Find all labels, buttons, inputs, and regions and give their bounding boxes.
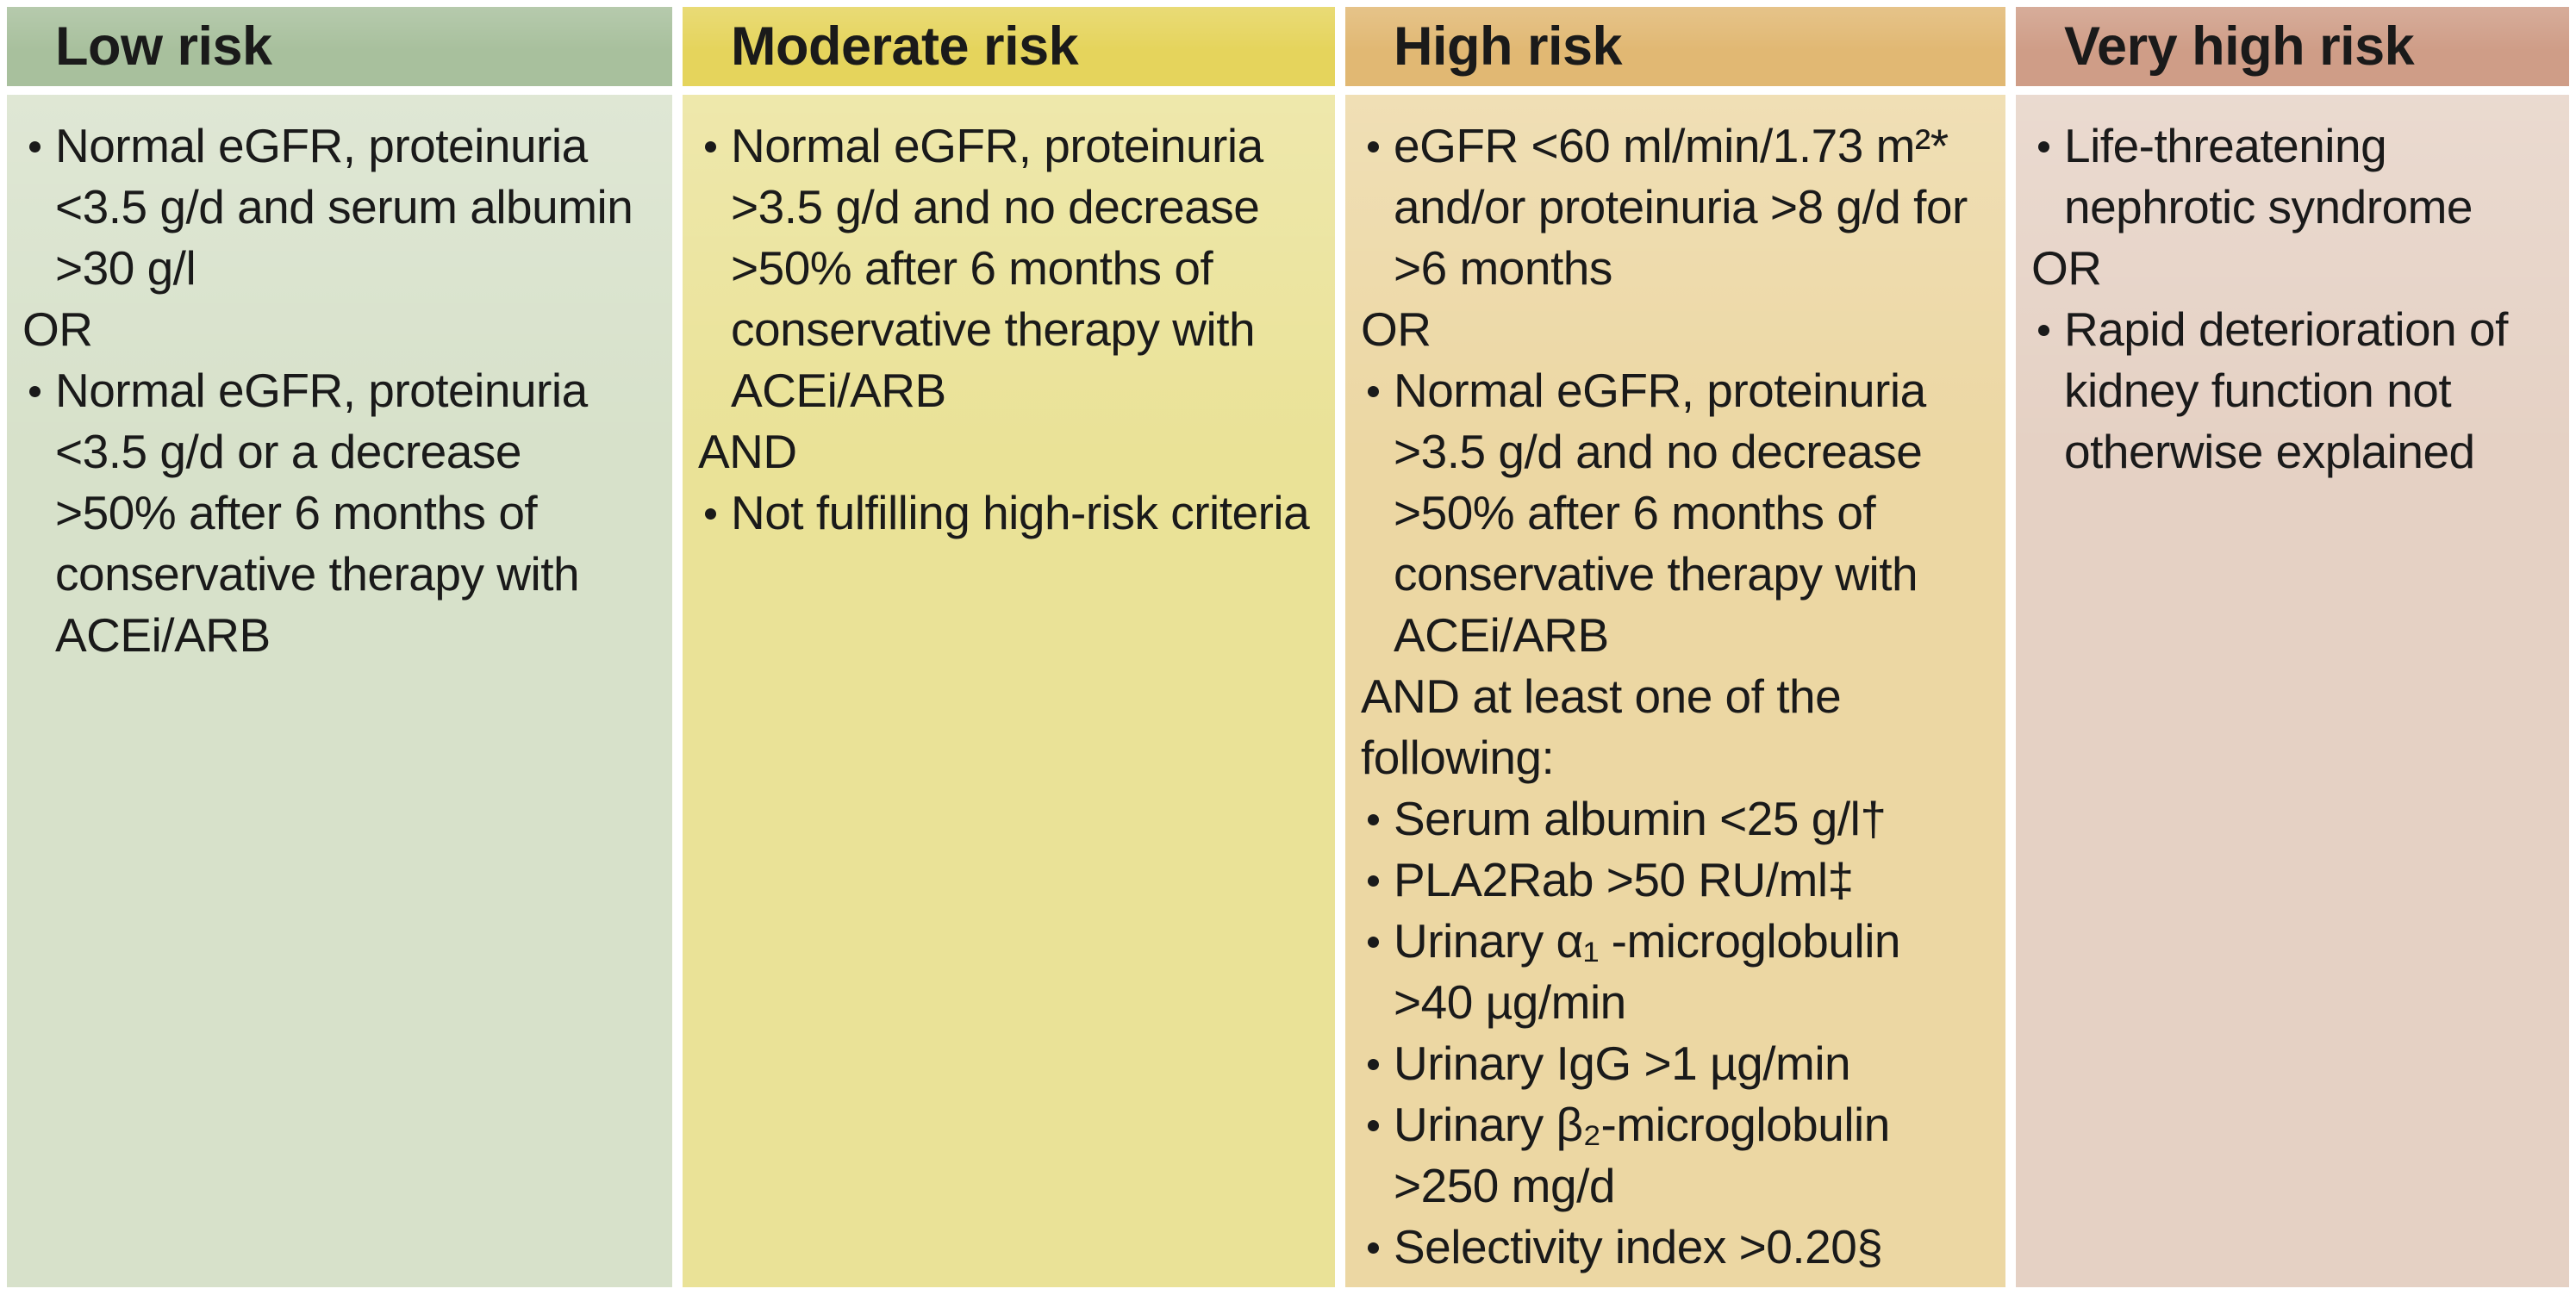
column-header-very-high-risk: Very high risk <box>2016 7 2569 86</box>
criterion-item: PLA2Rab >50 RU/ml‡ <box>1345 850 1987 911</box>
criterion-text: Normal eGFR, proteinuria <3.5 g/d and se… <box>55 119 633 295</box>
criterion-item: Normal eGFR, proteinuria <3.5 g/d and se… <box>7 115 653 299</box>
column-header-low-risk: Low risk <box>7 7 672 86</box>
bullet-icon <box>1368 141 1379 153</box>
bullet-icon <box>29 141 41 153</box>
bullet-icon <box>1368 1059 1379 1070</box>
criterion-item: Urinary α₁ -microglobulin >40 µg/min <box>1345 911 1987 1033</box>
connector-label: AND at least one of the following: <box>1345 666 1987 788</box>
bullet-icon <box>705 141 716 153</box>
criterion-item: Serum albumin <25 g/l† <box>1345 788 1987 850</box>
bullet-icon <box>1368 386 1379 397</box>
connector-label: OR <box>1345 299 1987 360</box>
criterion-text: Normal eGFR, proteinuria >3.5 g/d and no… <box>731 119 1263 417</box>
bullet-icon <box>1368 1242 1379 1254</box>
criterion-item: Normal eGFR, proteinuria >3.5 g/d and no… <box>683 115 1316 421</box>
criterion-item: Selectivity index >0.20§ <box>1345 1217 1987 1278</box>
bullet-icon <box>1368 1120 1379 1131</box>
bullet-icon <box>2038 325 2049 336</box>
connector-text: AND at least one of the following: <box>1361 669 1842 784</box>
criterion-text: Normal eGFR, proteinuria >3.5 g/d and no… <box>1394 364 1926 662</box>
connector-text: OR <box>22 302 93 356</box>
column-header-moderate-risk: Moderate risk <box>683 7 1335 86</box>
criterion-item: Urinary β₂-microglobulin >250 mg/d <box>1345 1094 1987 1217</box>
criterion-text: Not fulfilling high-risk criteria <box>731 486 1310 539</box>
column-high-risk: High risk eGFR <60 ml/min/1.73 m²* and/o… <box>1345 7 2005 1287</box>
criterion-text: Urinary β₂-microglobulin >250 mg/d <box>1394 1098 1890 1212</box>
column-body-low-risk: Normal eGFR, proteinuria <3.5 g/d and se… <box>7 95 672 1287</box>
criterion-text: Urinary α₁ -microglobulin >40 µg/min <box>1394 914 1901 1029</box>
column-body-very-high-risk: Life-threatening nephrotic syndrome OR R… <box>2016 95 2569 1287</box>
criterion-text: Serum albumin <25 g/l† <box>1394 792 1887 845</box>
column-header-high-risk: High risk <box>1345 7 2005 86</box>
bullet-icon <box>705 508 716 520</box>
criterion-text: Life-threatening nephrotic syndrome <box>2064 119 2473 233</box>
column-body-high-risk: eGFR <60 ml/min/1.73 m²* and/or proteinu… <box>1345 95 2005 1287</box>
bullet-icon <box>1368 937 1379 948</box>
column-moderate-risk: Moderate risk Normal eGFR, proteinuria >… <box>683 7 1335 1287</box>
criterion-text: eGFR <60 ml/min/1.73 m²* and/or proteinu… <box>1394 119 1968 295</box>
criterion-text: Urinary IgG >1 µg/min <box>1394 1037 1851 1090</box>
criterion-text: PLA2Rab >50 RU/ml‡ <box>1394 853 1854 906</box>
criterion-item: Urinary IgG >1 µg/min <box>1345 1033 1987 1094</box>
connector-label: OR <box>2016 238 2550 299</box>
criterion-text: Rapid deterioration of kidney function n… <box>2064 302 2508 478</box>
connector-label: OR <box>7 299 653 360</box>
criterion-text: Normal eGFR, proteinuria <3.5 g/d or a d… <box>55 364 588 662</box>
connector-text: OR <box>2031 241 2102 295</box>
criterion-text: Selectivity index >0.20§ <box>1394 1220 1883 1273</box>
bullet-icon <box>29 386 41 397</box>
column-body-moderate-risk: Normal eGFR, proteinuria >3.5 g/d and no… <box>683 95 1335 1287</box>
connector-text: OR <box>1361 302 1431 356</box>
criterion-item: Life-threatening nephrotic syndrome <box>2016 115 2550 238</box>
criterion-item: Normal eGFR, proteinuria >3.5 g/d and no… <box>1345 360 1987 666</box>
criterion-item: eGFR <60 ml/min/1.73 m²* and/or proteinu… <box>1345 115 1987 299</box>
criterion-item: Not fulfilling high-risk criteria <box>683 483 1316 544</box>
criterion-item: Rapid deterioration of kidney function n… <box>2016 299 2550 483</box>
criterion-item: Normal eGFR, proteinuria <3.5 g/d or a d… <box>7 360 653 666</box>
column-very-high-risk: Very high risk Life-threatening nephroti… <box>2016 7 2569 1287</box>
bullet-icon <box>2038 141 2049 153</box>
column-low-risk: Low risk Normal eGFR, proteinuria <3.5 g… <box>7 7 672 1287</box>
connector-label: AND <box>683 421 1316 483</box>
bullet-icon <box>1368 814 1379 825</box>
bullet-icon <box>1368 875 1379 887</box>
connector-text: AND <box>698 425 797 478</box>
